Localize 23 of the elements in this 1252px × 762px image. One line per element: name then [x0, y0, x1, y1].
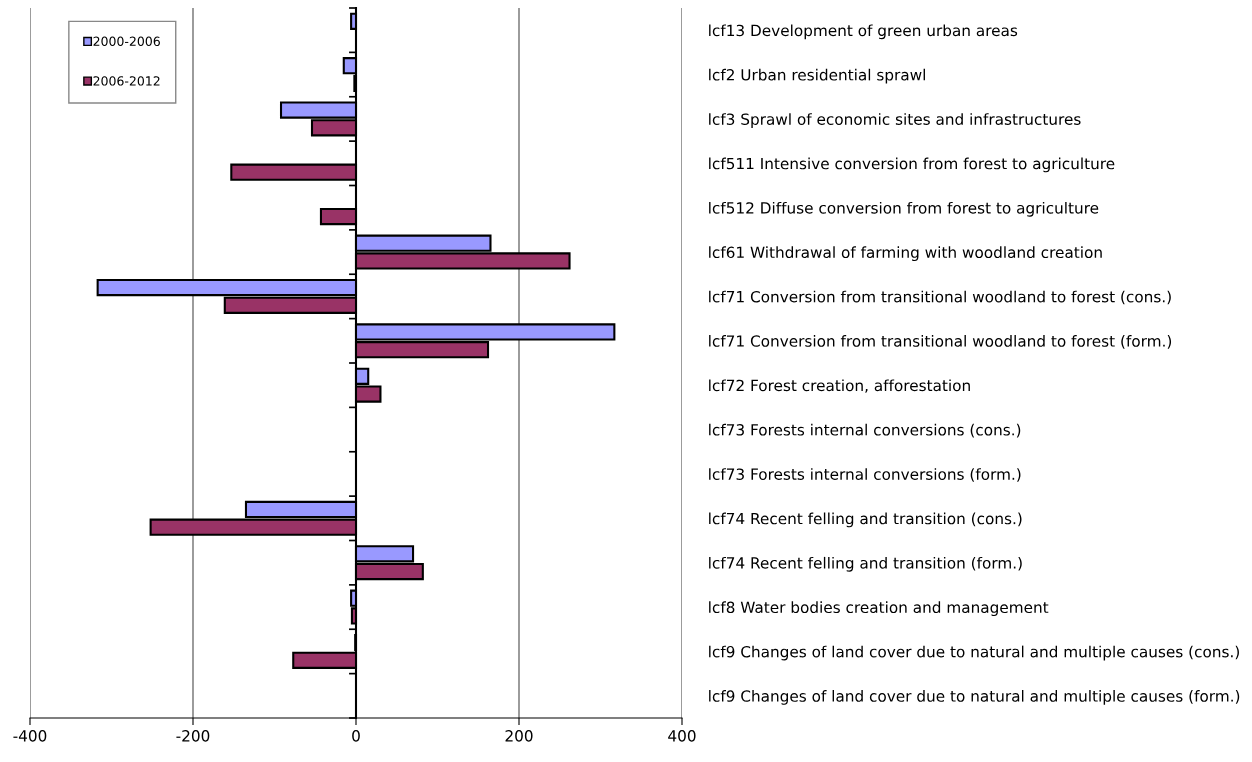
x-tick-label: -200: [176, 730, 210, 742]
y-tick-label: lcf13 Development of green urban areas: [709, 24, 1018, 40]
y-tick-label: lcf74 Recent felling and transition (cons.): [709, 512, 1022, 528]
legend-label: 2006-2012: [93, 76, 160, 86]
x-tick-label: 200: [505, 730, 533, 742]
y-tick-label: lcf74 Recent felling and transition (form.): [709, 556, 1022, 572]
x-tick-label: 400: [668, 730, 696, 742]
y-tick-label: lcf8 Water bodies creation and management: [709, 601, 1049, 617]
y-tick-label: lcf73 Forests internal conversions (form.): [709, 468, 1021, 482]
y-tick-label: lcf72 Forest creation, afforestation: [709, 379, 970, 393]
y-tick-label: lcf3 Sprawl of economic sites and infrastructures: [709, 113, 1081, 128]
x-tick-label: -400: [13, 730, 47, 742]
y-tick-label: lcf71 Conversion from transitional woodland to forest (cons.): [709, 290, 1171, 305]
y-tick-label: lcf9 Changes of land cover due to natural and multiple causes (cons.): [709, 645, 1239, 661]
y-tick-label: lcf71 Conversion from transitional woodland to forest (form.): [709, 335, 1172, 349]
y-tick-label: lcf9 Changes of land cover due to natural and multiple causes (form.): [709, 690, 1240, 705]
y-tick-label: lcf512 Diffuse conversion from forest to agriculture: [709, 201, 1099, 217]
y-tick-label: lcf2 Urban residential sprawl: [709, 68, 925, 84]
y-tick-label: lcf61 Withdrawal of farming with woodland creation: [709, 246, 1102, 262]
legend-label: 2000-2006: [93, 36, 160, 47]
y-tick-label: lcf511 Intensive conversion from forest to agriculture: [709, 157, 1115, 173]
x-tick-label: 0: [352, 730, 360, 742]
y-tick-label: lcf73 Forests internal conversions (cons.): [709, 423, 1021, 438]
